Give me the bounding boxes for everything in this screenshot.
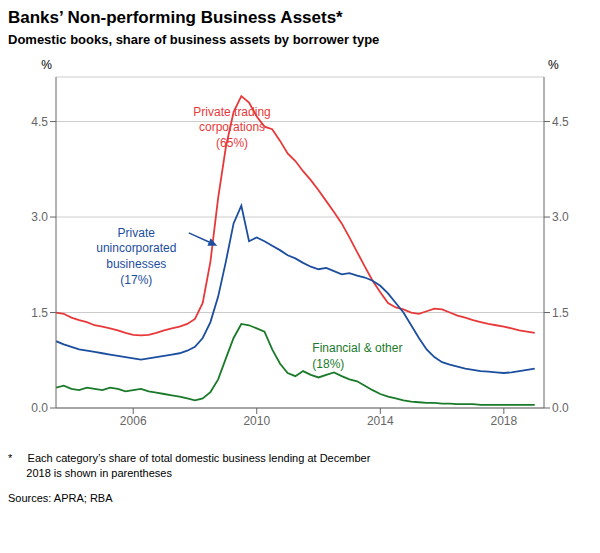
html-text:Sources: APRA; RBA: Sources: APRA; RBA	[8, 491, 113, 504]
svg-text:%: %	[41, 58, 52, 72]
svg-text:2010: 2010	[243, 414, 270, 428]
svg-text:%: %	[548, 58, 559, 72]
html-text:* Each category’s share of tot: * Each category’s share of total domesti…	[8, 452, 371, 480]
svg-text:Privateunincorporatedbusinesse: Privateunincorporatedbusinesses(17%)	[96, 226, 176, 287]
svg-text:2006: 2006	[120, 414, 147, 428]
html-text:Domestic books, share of busin: Domestic books, share of business assets…	[8, 32, 380, 47]
svg-text:3.0: 3.0	[552, 210, 569, 224]
svg-text:2018: 2018	[490, 414, 517, 428]
svg-text:4.5: 4.5	[31, 115, 48, 129]
svg-text:0.0: 0.0	[552, 401, 569, 415]
svg-text:1.5: 1.5	[552, 306, 569, 320]
svg-text:1.5: 1.5	[31, 306, 48, 320]
svg-text:4.5: 4.5	[552, 115, 569, 129]
svg-text:2014: 2014	[367, 414, 394, 428]
svg-text:0.0: 0.0	[31, 401, 48, 415]
svg-text:Private tradingcorporations(65: Private tradingcorporations(65%)	[193, 105, 270, 150]
svg-text:3.0: 3.0	[31, 210, 48, 224]
html-text:Banks’ Non-performing Business: Banks’ Non-performing Business Assets*	[8, 8, 343, 27]
svg-text:Financial & other(18%): Financial & other(18%)	[312, 341, 402, 371]
